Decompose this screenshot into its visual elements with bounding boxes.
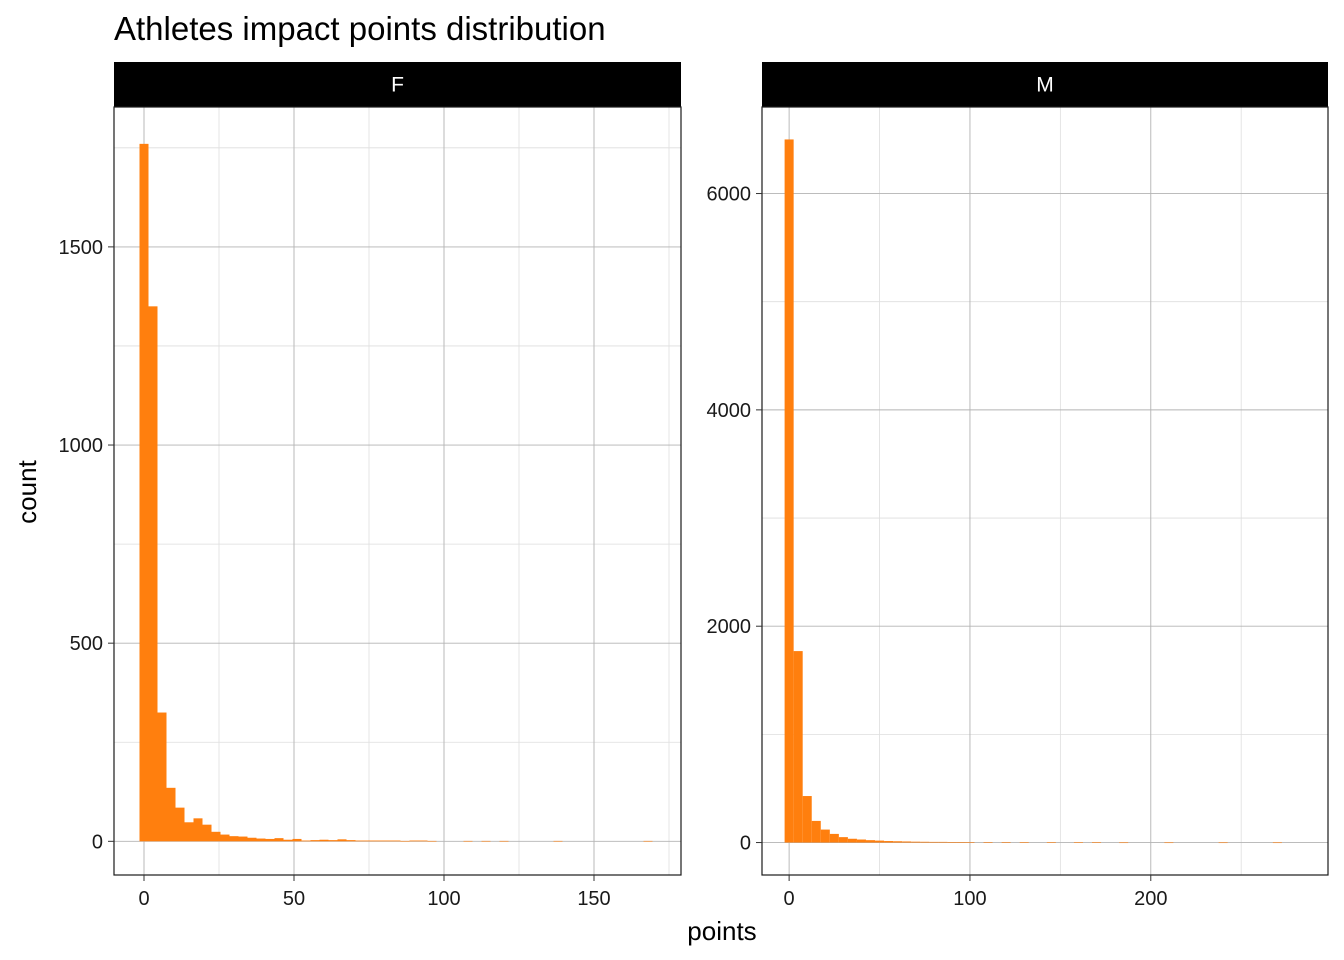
histogram-bar <box>838 837 848 843</box>
histogram-bar <box>202 824 212 842</box>
histogram-bar <box>793 651 803 843</box>
histogram-bar <box>847 838 857 843</box>
histogram-bar <box>292 838 302 842</box>
histogram-bar <box>193 818 203 842</box>
histogram-bar <box>911 841 921 843</box>
histogram-bar <box>1073 842 1083 843</box>
histogram-bar <box>1046 842 1056 843</box>
x-tick-label: 100 <box>953 888 986 910</box>
panel-border <box>761 106 1329 876</box>
histogram-bar <box>947 842 957 843</box>
histogram-bar <box>310 840 320 842</box>
histogram-bar <box>784 139 794 843</box>
facet-strip <box>114 62 681 107</box>
histogram-bar <box>346 840 356 842</box>
histogram-bar <box>409 840 419 842</box>
histogram-bar <box>337 839 347 842</box>
histogram-bar <box>829 833 839 843</box>
y-tick-label: 2000 <box>707 616 752 638</box>
histogram-bar <box>983 842 993 843</box>
histogram-bar <box>301 840 311 842</box>
histogram-bar <box>427 840 437 842</box>
histogram-bar <box>364 840 374 842</box>
histogram-bar <box>902 841 912 843</box>
x-tick-label: 50 <box>283 888 305 910</box>
histogram-bar <box>400 840 410 842</box>
x-tick-label: 200 <box>1134 888 1167 910</box>
histogram-bar <box>938 841 948 843</box>
histogram-bar <box>856 839 866 843</box>
histogram-bar <box>802 796 812 843</box>
histogram-bar <box>956 842 966 843</box>
histogram-bar <box>328 840 338 842</box>
panel-border <box>113 106 682 876</box>
facet-strip-label: F <box>391 74 404 97</box>
histogram-bar <box>247 837 257 842</box>
x-tick-label: 150 <box>577 888 610 910</box>
histogram-bar <box>1119 842 1129 844</box>
histogram-bar <box>893 841 903 843</box>
histogram-bar <box>499 840 509 842</box>
histogram-bar <box>929 841 939 843</box>
histogram-bar <box>229 836 239 842</box>
histogram-bar <box>811 820 821 843</box>
histogram-bar <box>884 841 894 843</box>
histogram-bar <box>553 840 563 842</box>
facet-strip-label: M <box>1036 74 1054 97</box>
histogram-bar <box>283 839 293 842</box>
histogram-bar <box>1019 842 1029 843</box>
histogram-bar <box>373 840 383 842</box>
histogram-bar <box>643 840 653 842</box>
histogram-bar <box>481 840 491 842</box>
y-tick-label: 4000 <box>707 400 752 422</box>
histogram-bar <box>157 712 167 842</box>
histogram-bar <box>184 822 194 842</box>
histogram-bar <box>211 831 221 842</box>
histogram-bar <box>920 841 930 843</box>
histogram-bar <box>166 787 176 842</box>
y-tick-label: 1500 <box>59 237 104 259</box>
y-tick-label: 1000 <box>59 435 104 457</box>
x-axis-title: points <box>687 916 756 946</box>
histogram-bar <box>463 840 473 842</box>
histogram-bar <box>139 143 149 842</box>
histogram-bar <box>1164 842 1174 844</box>
histogram-bar <box>265 838 275 842</box>
histogram-bar <box>319 839 329 842</box>
histogram-bar <box>965 842 975 843</box>
histogram-bar <box>1092 842 1102 843</box>
x-tick-label: 100 <box>427 888 460 910</box>
panel-background <box>114 107 681 875</box>
histogram-bar <box>1218 842 1228 844</box>
y-tick-label: 0 <box>740 833 751 855</box>
panel-background <box>762 107 1328 875</box>
chart-title: Athletes impact points distribution <box>114 10 606 47</box>
histogram-bar <box>274 838 284 842</box>
histogram-bar <box>220 834 230 842</box>
y-tick-label: 500 <box>70 633 103 655</box>
histogram-bar <box>238 836 248 842</box>
histogram-bar <box>355 840 365 842</box>
y-tick-label: 6000 <box>707 184 752 206</box>
histogram-bar <box>1272 842 1282 844</box>
histogram-bar <box>175 807 185 842</box>
histogram-bar <box>382 840 392 842</box>
x-tick-label: 0 <box>784 888 795 910</box>
x-tick-label: 0 <box>138 888 149 910</box>
histogram-bar <box>865 840 876 843</box>
y-axis-title: count <box>12 459 42 523</box>
histogram-bar <box>418 840 428 842</box>
histogram-bar <box>391 840 401 842</box>
histogram-bar <box>875 840 885 843</box>
histogram-bar <box>256 838 266 842</box>
facet-strip <box>762 62 1328 107</box>
histogram-bar <box>148 306 158 842</box>
histogram-bar <box>820 829 830 843</box>
histogram-bar <box>1001 842 1011 843</box>
y-tick-label: 0 <box>92 831 103 853</box>
